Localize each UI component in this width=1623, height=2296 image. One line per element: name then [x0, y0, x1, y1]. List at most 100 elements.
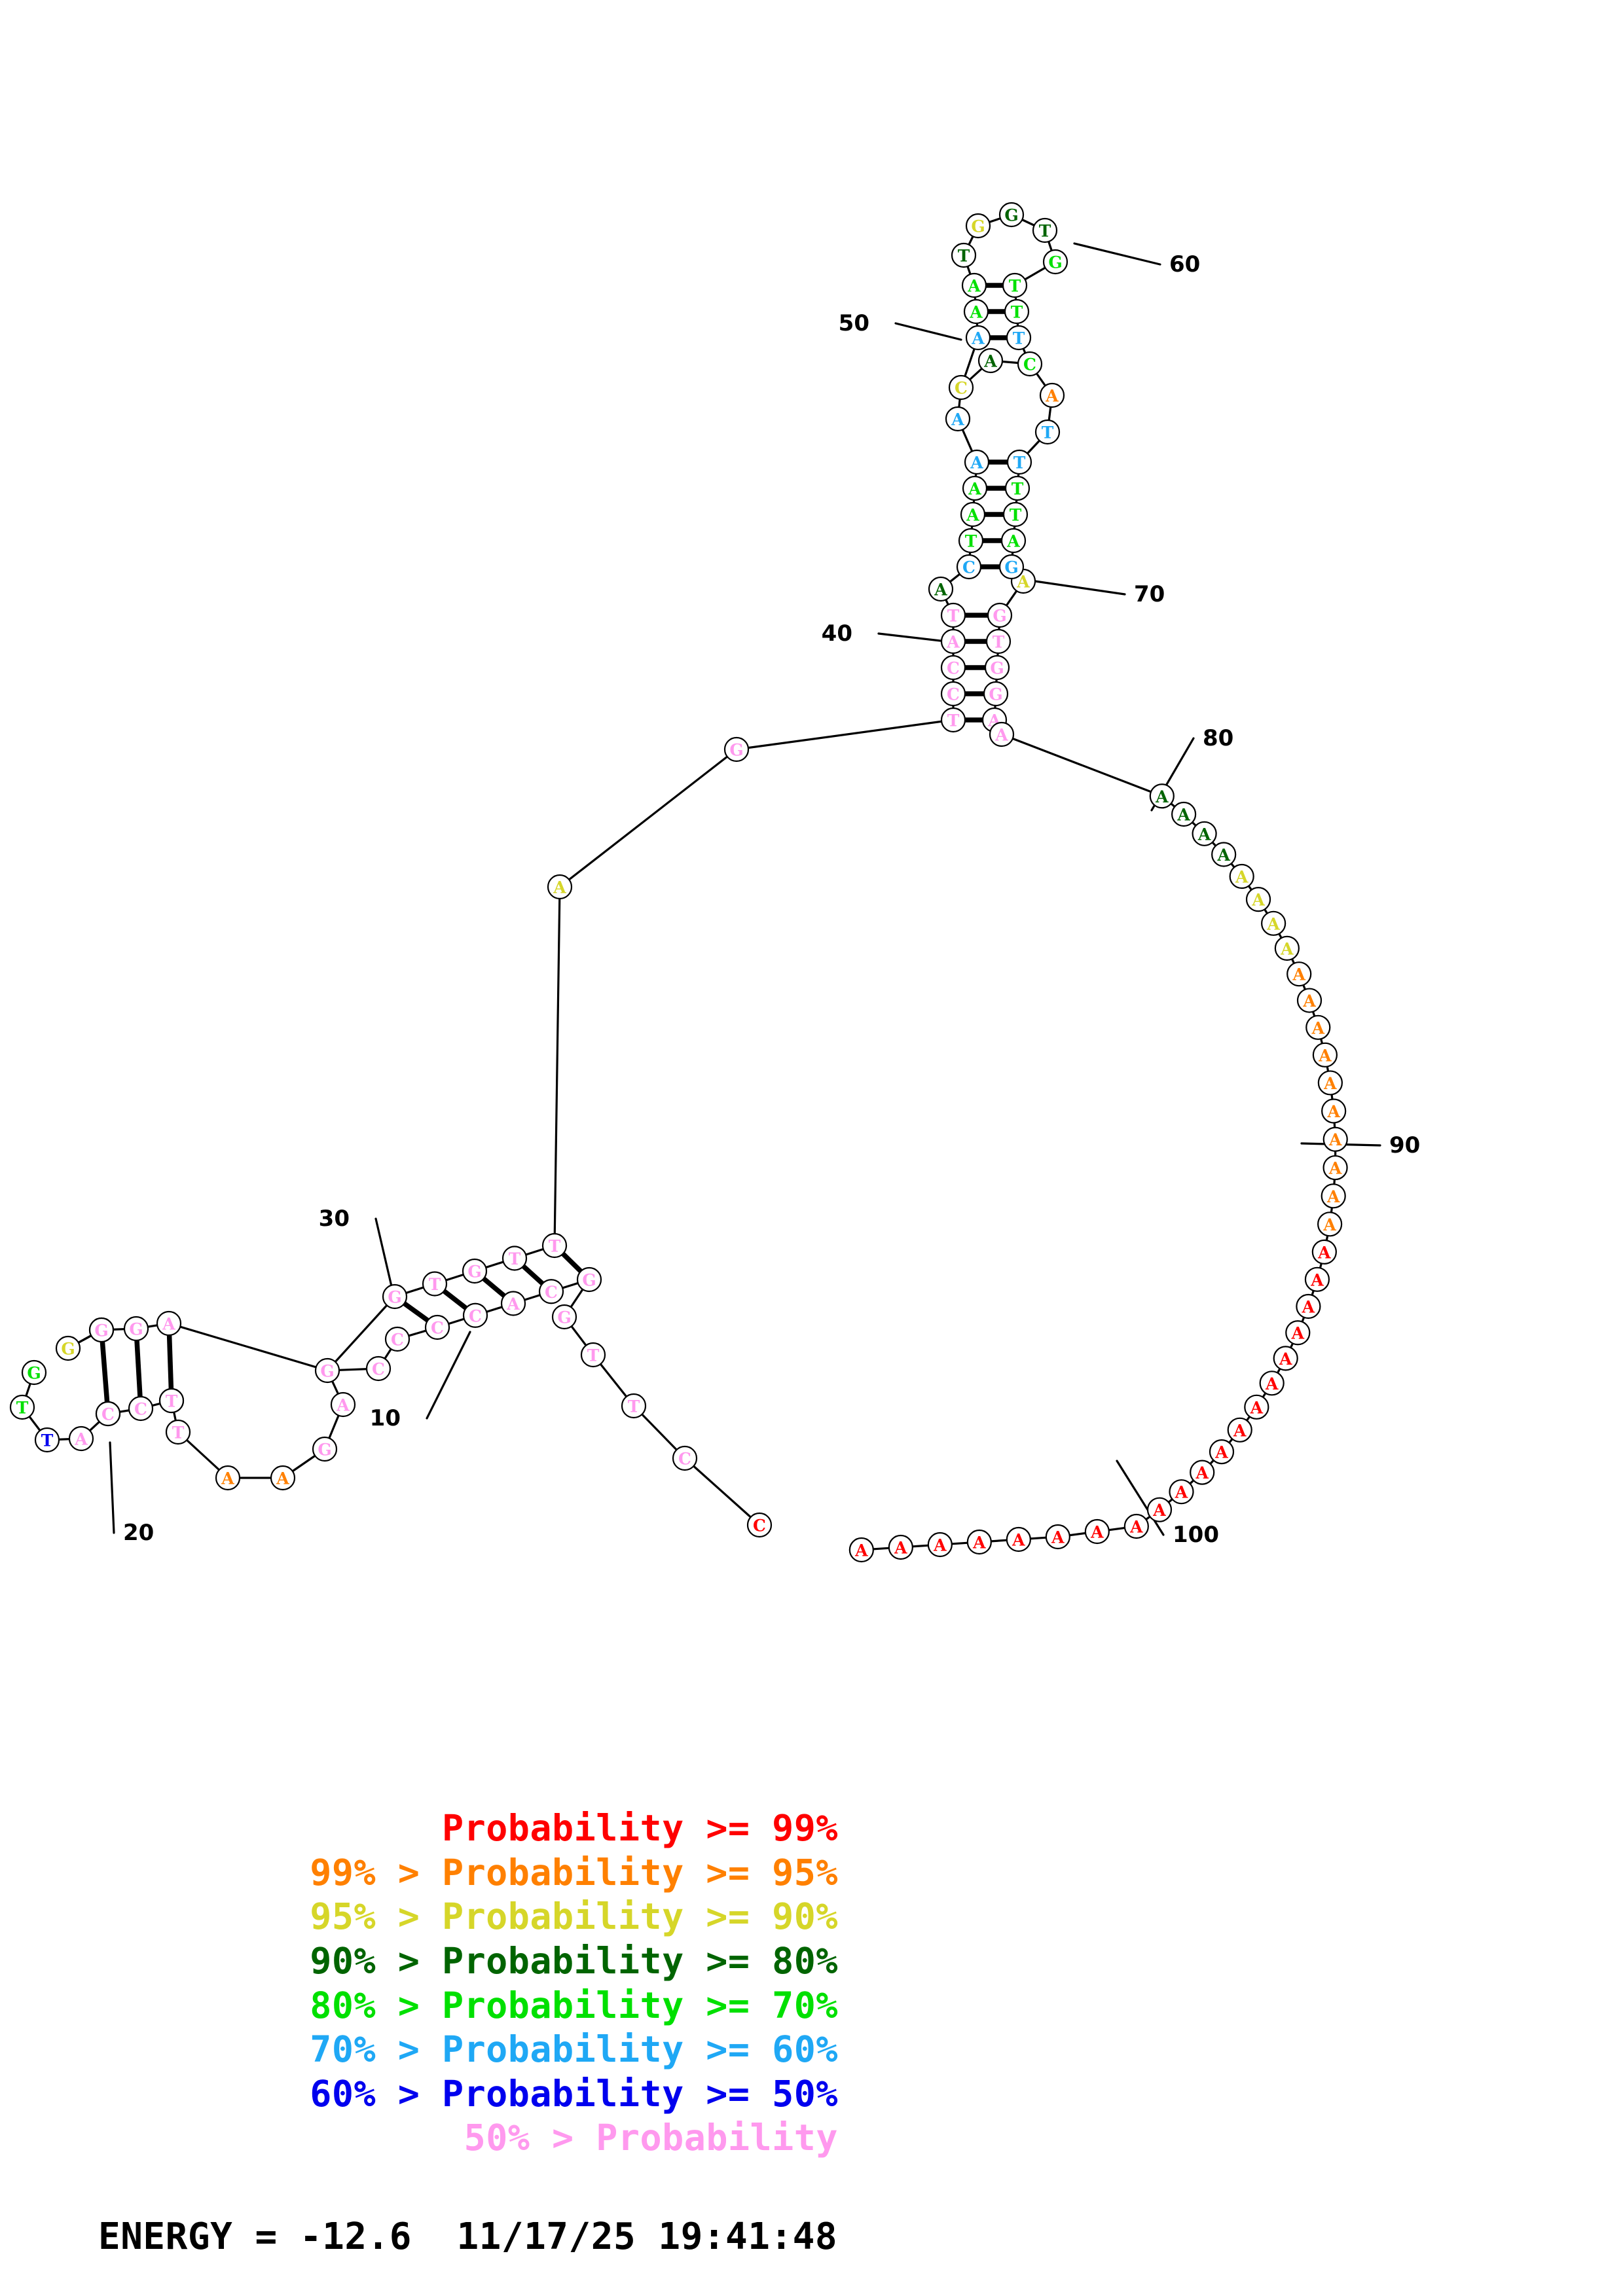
base-letter: A [1265, 1374, 1279, 1393]
legend-row: 70% > Probability >= 60% [310, 2028, 838, 2071]
base-letter: C [1023, 355, 1036, 374]
base-node: G [55, 1335, 81, 1361]
base-letter: A [1233, 1421, 1247, 1440]
position-leader-line [109, 1441, 115, 1534]
base-circle [462, 1258, 488, 1284]
base-circle [1261, 910, 1286, 936]
base-node: A [964, 449, 990, 475]
base-letter: C [947, 685, 960, 704]
base-circle [1274, 935, 1300, 961]
base-node: A [1006, 1526, 1031, 1552]
base-circle [1227, 1417, 1252, 1443]
base-letter: T [172, 1424, 185, 1443]
base-circle [951, 242, 977, 268]
base-node: A [963, 298, 989, 325]
base-circle [55, 1335, 81, 1361]
base-node: A [1229, 863, 1254, 889]
base-letter: C [431, 1319, 444, 1338]
base-circle [1032, 217, 1058, 243]
base-letter: A [276, 1469, 289, 1488]
position-label: 100 [1173, 1522, 1219, 1548]
base-node: T [158, 1388, 185, 1414]
base-node: G [987, 602, 1013, 628]
base-letter: A [74, 1430, 88, 1449]
base-circle [1321, 1183, 1346, 1209]
position-leader-layer [109, 242, 1381, 1536]
base-node: C [746, 1512, 773, 1538]
base-circle [848, 1537, 874, 1563]
base-letter: A [1291, 1324, 1305, 1343]
base-letter: A [972, 1534, 986, 1552]
base-circle [1123, 1513, 1149, 1539]
base-letter: A [1155, 787, 1169, 806]
legend-row: 60% > Probability >= 50% [310, 2072, 838, 2115]
base-letter: A [894, 1539, 907, 1558]
base-circle [1259, 1371, 1285, 1396]
base-circle [462, 1302, 488, 1328]
base-circle [1169, 1479, 1194, 1505]
base-node: A [1084, 1518, 1110, 1545]
base-letter: T [1011, 303, 1023, 322]
position-leader-line [1116, 1460, 1165, 1536]
base-letter: T [41, 1431, 54, 1450]
energy-timestamp-row: ENERGY = -12.6 11/17/25 19:41:48 [98, 2215, 838, 2258]
base-letter: G [557, 1308, 571, 1327]
base-node: T [501, 1246, 528, 1271]
base-node: T [940, 602, 966, 628]
position-label: 80 [1203, 725, 1233, 751]
base-node: T [1002, 272, 1028, 298]
backbone-layer [21, 213, 1337, 1551]
base-letter: C [134, 1400, 147, 1419]
base-circle [963, 298, 989, 325]
base-node: A [1039, 382, 1065, 408]
base-letter: A [1310, 1270, 1324, 1289]
base-node: A [1274, 935, 1300, 961]
position-leader-line [426, 1331, 471, 1420]
base-node: T [1002, 501, 1029, 528]
base-letter: A [1279, 1350, 1292, 1369]
base-node: G [123, 1316, 149, 1342]
base-circle [1006, 325, 1032, 351]
base-circle [965, 213, 991, 239]
base-circle [927, 1532, 953, 1558]
base-circle [314, 1357, 340, 1384]
base-node: A [1227, 1417, 1252, 1443]
base-circle [312, 1436, 338, 1462]
base-circle [1002, 501, 1029, 528]
base-node: C [940, 655, 966, 681]
base-node: A [965, 325, 991, 351]
base-letter: G [129, 1320, 143, 1339]
base-node: A [1190, 1460, 1215, 1485]
position-label: 90 [1389, 1132, 1420, 1158]
base-node: C [365, 1355, 392, 1382]
base-letter: G [388, 1288, 401, 1307]
base-circle [576, 1266, 602, 1293]
base-node: G [983, 681, 1009, 707]
base-node: A [500, 1291, 526, 1316]
base-node: G [462, 1258, 488, 1284]
base-circle [95, 1401, 121, 1427]
base-node: G [998, 202, 1025, 228]
base-circle [888, 1534, 913, 1560]
base-letter: A [1176, 806, 1190, 825]
base-letter: C [469, 1306, 482, 1325]
base-letter: A [966, 506, 979, 525]
base-node: A [1209, 1439, 1235, 1465]
base-node: C [940, 681, 966, 707]
base-letter: T [1042, 423, 1054, 442]
base-node: G [88, 1317, 115, 1343]
base-letter: T [1039, 222, 1051, 241]
base-letter: T [1010, 506, 1022, 525]
position-leader-line [374, 1217, 395, 1296]
base-circle [538, 1279, 564, 1304]
base-letter: C [391, 1331, 404, 1350]
base-letter: A [1175, 1483, 1188, 1502]
base-node: T [621, 1393, 647, 1419]
base-letter: A [1328, 1130, 1342, 1149]
base-circle [1000, 528, 1027, 554]
base-letter: A [1326, 1102, 1340, 1121]
base-circle [384, 1326, 410, 1352]
base-node: T [1032, 217, 1058, 243]
position-label: 50 [839, 310, 869, 336]
base-circle [945, 406, 971, 432]
